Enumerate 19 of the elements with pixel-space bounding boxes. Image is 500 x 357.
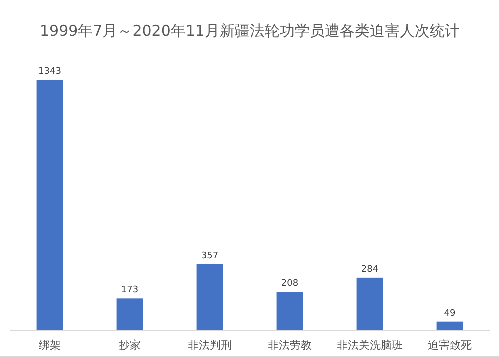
bar <box>276 292 304 331</box>
data-label: 1343 <box>38 67 62 77</box>
data-label: 173 <box>121 286 139 296</box>
x-tick-label: 非法劳教 <box>268 339 312 352</box>
x-tick-label: 迫害致死 <box>428 339 472 352</box>
bar <box>356 278 384 331</box>
chart-title: 1999年7月～2020年11月新疆法轮功学员遭各类迫害人次统计 <box>40 22 460 40</box>
bar <box>36 80 64 331</box>
x-tick-label: 绑架 <box>39 339 61 352</box>
x-tick-label: 非法判刑 <box>188 339 232 352</box>
data-label: 284 <box>361 264 379 275</box>
data-label: 208 <box>281 279 299 290</box>
x-tick-label: 抄家 <box>119 339 141 352</box>
bar <box>116 298 144 331</box>
bar <box>196 264 224 331</box>
data-label: 357 <box>201 251 219 262</box>
data-label: 49 <box>444 308 456 319</box>
bar <box>436 322 464 331</box>
x-tick-label: 非法关洗脑班 <box>337 339 403 352</box>
